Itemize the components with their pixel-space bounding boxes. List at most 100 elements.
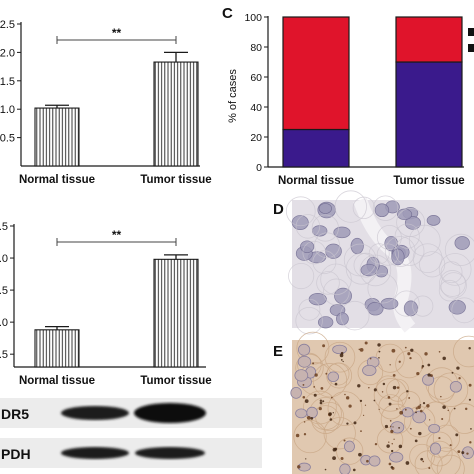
ihc-d-cell-outline — [340, 300, 370, 331]
ihc-d-cell-outline — [295, 214, 321, 239]
ihc-e-stain-granule — [374, 443, 378, 446]
ihc-e-stain-granule — [419, 409, 423, 413]
panel-c-bar-segment — [395, 16, 463, 63]
ihc-e-nucleus — [362, 364, 377, 377]
ihc-d-cell-outline — [372, 195, 399, 221]
ihc-e-stain-granule — [386, 444, 390, 448]
ihc-e-stain-granule — [387, 396, 391, 399]
ihc-e-cell-outline — [324, 341, 356, 373]
ihc-d-nucleus — [404, 216, 421, 230]
ihc-e-stain-granule — [334, 382, 338, 386]
panel-c-stacked-bar-chart: C % of cases 0 20 40 60 80 100 Normal tissue Tu… — [222, 5, 474, 187]
panel-b-bar — [34, 329, 80, 368]
ihc-d-nucleus — [333, 226, 351, 239]
ihc-e-stain-granule — [408, 397, 411, 399]
panel-a-ytick-label: 1.5 — [0, 76, 15, 88]
ihc-e-stain-granule — [396, 386, 400, 389]
panel-a-category-label: Tumor tissue — [140, 174, 211, 186]
ihc-e-stain-granule — [404, 346, 407, 349]
ihc-e-nucleus — [449, 380, 462, 393]
ihc-d-nucleus — [397, 208, 413, 221]
ihc-e-stain-granule — [422, 402, 426, 405]
ihc-e-stain-granule — [334, 447, 338, 451]
ihc-d-nucleus — [454, 236, 470, 250]
ihc-e-stain-granule — [407, 352, 411, 356]
ihc-e-stain-granule — [391, 443, 393, 445]
ihc-e-stain-granule — [427, 373, 431, 377]
ihc-e-stain-granule — [391, 348, 396, 353]
ihc-e-stain-granule — [389, 419, 392, 422]
ihc-e-stain-granule — [364, 404, 367, 406]
ihc-e-stain-granule — [468, 347, 471, 350]
ihc-e-stain-granule — [392, 385, 397, 390]
panel-a-ytick-label: 0.5 — [0, 133, 15, 145]
ihc-e-stain-granule — [409, 356, 412, 360]
ihc-e-stain-granule — [310, 417, 314, 420]
ihc-e-stain-granule — [366, 459, 369, 463]
ihc-e-stain-granule — [312, 362, 315, 365]
ihc-e-stain-granule — [378, 408, 380, 410]
ihc-e-cell-outline — [436, 454, 465, 474]
ihc-e-stain-granule — [438, 350, 441, 353]
ihc-e-cell-outline — [303, 390, 337, 425]
ihc-d-stroma — [353, 197, 416, 333]
ihc-e-cell-outline — [378, 394, 404, 420]
panel-c-ytick-label: 80 — [250, 42, 262, 54]
ihc-e-stain-granule — [346, 422, 349, 425]
panel-a-ytick-label: 2.5 — [0, 19, 15, 31]
ihc-e-stain-granule — [399, 410, 404, 415]
panel-a-category-label: Normal tissue — [19, 174, 95, 186]
ihc-e-stain-granule — [369, 357, 372, 360]
ihc-d-cell-outline — [295, 306, 323, 335]
ihc-e-stain-granule — [344, 393, 346, 396]
ihc-d-nucleus — [336, 312, 349, 326]
ihc-e-nucleus — [295, 408, 308, 419]
panel-d-ihc-image: D — [273, 190, 474, 335]
ihc-e-cell-outline — [426, 440, 453, 467]
ihc-e-stain-granule — [441, 417, 444, 421]
ihc-e-stain-granule — [424, 352, 428, 356]
ihc-e-cell-outline — [386, 378, 410, 402]
ihc-e-stain-granule — [318, 406, 322, 411]
ihc-e-stain-granule — [373, 399, 376, 402]
ihc-e-stain-granule — [303, 433, 307, 436]
ihc-d-cell-outline — [440, 261, 463, 284]
ihc-e-stain-granule — [368, 387, 370, 389]
ihc-e-stain-granule — [359, 347, 364, 352]
ihc-e-stain-granule — [419, 404, 422, 406]
blot-label-gapdh: PDH — [1, 446, 31, 462]
ihc-e-nucleus — [297, 355, 312, 368]
ihc-e-stain-granule — [340, 359, 343, 361]
ihc-e-stain-granule — [324, 468, 327, 471]
panel-a-bar — [34, 107, 80, 167]
legend-swatch-2 — [468, 44, 474, 52]
ihc-e-stain-granule — [389, 425, 392, 428]
ihc-e-stain-granule — [458, 377, 461, 380]
ihc-e-stain-granule — [302, 395, 306, 399]
ihc-d-cell-outline — [394, 223, 420, 249]
panel-e-ihc-image: E — [273, 331, 474, 474]
ihc-e-nucleus — [428, 423, 441, 434]
ihc-e-stain-granule — [359, 399, 363, 402]
blot-strip-gapdh — [0, 438, 262, 468]
ihc-e-stain-granule — [373, 388, 377, 392]
ihc-d-nucleus — [318, 203, 332, 214]
ihc-e-stain-granule — [470, 428, 472, 430]
ihc-e-stain-granule — [405, 461, 410, 465]
ihc-e-nucleus — [294, 369, 309, 382]
panel-c-ylabel: % of cases — [227, 69, 239, 123]
ihc-e-stain-granule — [320, 387, 324, 390]
ihc-d-cell-outline — [444, 233, 474, 266]
ihc-e-stain-granule — [456, 366, 460, 370]
ihc-e-stain-granule — [339, 353, 344, 358]
ihc-e-stain-granule — [322, 344, 326, 348]
ihc-e-stain-granule — [388, 462, 392, 466]
ihc-e-stain-granule — [422, 460, 425, 463]
ihc-e-cell-outline — [336, 437, 364, 465]
panel-c-ytick-label: 100 — [244, 12, 262, 24]
ihc-e-cell-outline — [376, 375, 400, 399]
blot-label-dr5: DR5 — [1, 406, 29, 422]
ihc-e-stain-granule — [377, 343, 381, 347]
ihc-e-stain-granule — [457, 450, 461, 454]
